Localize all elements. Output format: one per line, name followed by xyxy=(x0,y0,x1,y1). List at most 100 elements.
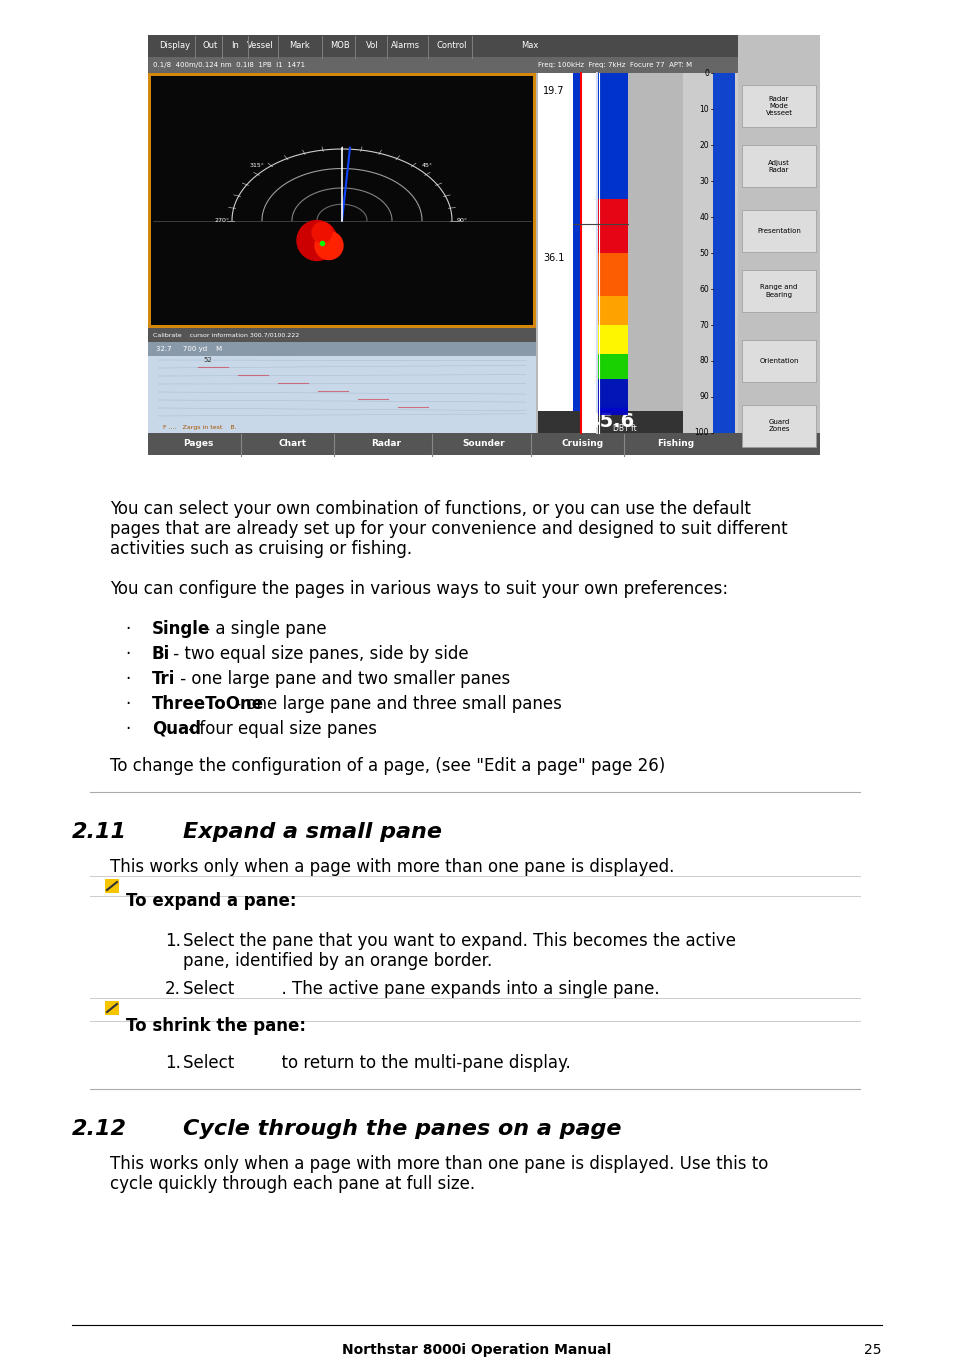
Text: 30: 30 xyxy=(699,177,708,185)
Text: Out: Out xyxy=(202,41,217,50)
Text: 2.11: 2.11 xyxy=(71,823,127,842)
Bar xyxy=(682,74,738,433)
Text: Adjust
Radar: Adjust Radar xyxy=(767,159,789,173)
Bar xyxy=(598,296,627,405)
Bar xyxy=(148,74,536,328)
Bar xyxy=(580,74,596,433)
Text: You can select your own combination of functions, or you can use the default: You can select your own combination of f… xyxy=(110,500,750,518)
FancyBboxPatch shape xyxy=(741,210,815,252)
FancyBboxPatch shape xyxy=(741,340,815,381)
Text: Tri: Tri xyxy=(152,670,175,688)
Text: To change the configuration of a page, (see "Edit a page" page 26): To change the configuration of a page, (… xyxy=(110,757,664,775)
Bar xyxy=(598,379,627,415)
Text: Bi: Bi xyxy=(152,646,170,663)
Text: pages that are already set up for your convenience and designed to suit differen: pages that are already set up for your c… xyxy=(110,520,787,538)
Text: Vol: Vol xyxy=(365,41,378,50)
Bar xyxy=(148,57,820,74)
Bar xyxy=(537,74,627,433)
Text: 19.7: 19.7 xyxy=(542,86,564,95)
Text: 60: 60 xyxy=(699,285,708,293)
Text: 45.6: 45.6 xyxy=(585,413,634,432)
Text: Cycle through the panes on a page: Cycle through the panes on a page xyxy=(183,1120,620,1139)
Text: pane, identified by an orange border.: pane, identified by an orange border. xyxy=(183,952,492,970)
FancyBboxPatch shape xyxy=(105,1001,119,1015)
Text: 70: 70 xyxy=(699,320,708,330)
Text: 80: 80 xyxy=(699,357,708,365)
FancyBboxPatch shape xyxy=(741,405,815,447)
Text: F ....   Zargs in test    B.: F .... Zargs in test B. xyxy=(163,425,236,430)
Text: To expand a pane:: To expand a pane: xyxy=(126,892,296,910)
Circle shape xyxy=(296,221,336,260)
Text: 0.1/8  400m/0.124 nm  0.1I8  1PB  I1  1471: 0.1/8 400m/0.124 nm 0.1I8 1PB I1 1471 xyxy=(152,63,305,68)
Text: 90°: 90° xyxy=(456,218,467,223)
Text: ThreeToOne: ThreeToOne xyxy=(152,695,264,712)
Bar xyxy=(598,253,627,405)
Bar xyxy=(537,411,682,433)
Text: Range and
Bearing: Range and Bearing xyxy=(760,285,797,297)
Text: Radar
Mode
Vesseet: Radar Mode Vesseet xyxy=(764,95,792,116)
Text: - four equal size panes: - four equal size panes xyxy=(183,720,376,738)
Text: - a single pane: - a single pane xyxy=(198,620,326,637)
Text: Alarms: Alarms xyxy=(391,41,420,50)
Text: - one large pane and three small panes: - one large pane and three small panes xyxy=(230,695,561,712)
Text: Radar: Radar xyxy=(371,440,400,448)
Circle shape xyxy=(314,232,343,260)
Text: Control: Control xyxy=(436,41,467,50)
Text: Cruising: Cruising xyxy=(561,440,603,448)
Text: 2.12: 2.12 xyxy=(71,1120,127,1139)
Text: 36.1: 36.1 xyxy=(542,253,564,263)
Text: activities such as cruising or fishing.: activities such as cruising or fishing. xyxy=(110,539,412,558)
Bar xyxy=(573,74,627,433)
Text: 1.: 1. xyxy=(165,1054,181,1072)
Bar xyxy=(148,342,536,433)
Text: 10: 10 xyxy=(699,105,708,113)
Bar xyxy=(151,76,533,326)
Text: Guard
Zones: Guard Zones xyxy=(767,419,789,433)
Text: Calibrate    cursor information 300.7/0100.222: Calibrate cursor information 300.7/0100.… xyxy=(152,332,299,338)
Text: Single: Single xyxy=(152,620,210,637)
Text: Max: Max xyxy=(520,41,538,50)
Text: cycle quickly through each pane at full size.: cycle quickly through each pane at full … xyxy=(110,1175,475,1193)
Bar xyxy=(598,354,627,407)
Text: 0: 0 xyxy=(703,68,708,78)
Text: Chart: Chart xyxy=(278,440,307,448)
Text: Quad: Quad xyxy=(152,720,201,738)
Text: 315°: 315° xyxy=(250,163,264,168)
Text: 1.: 1. xyxy=(165,932,181,951)
Text: Mark: Mark xyxy=(290,41,310,50)
Text: Northstar 8000i Operation Manual: Northstar 8000i Operation Manual xyxy=(342,1343,611,1357)
Bar xyxy=(598,326,627,405)
Text: 100: 100 xyxy=(694,429,708,437)
Text: 40: 40 xyxy=(699,212,708,222)
Text: 2.: 2. xyxy=(165,981,181,998)
Text: 50: 50 xyxy=(699,248,708,257)
Bar xyxy=(148,342,536,355)
Text: This works only when a page with more than one pane is displayed. Use this to: This works only when a page with more th… xyxy=(110,1155,767,1173)
Text: 45°: 45° xyxy=(421,163,432,168)
Bar xyxy=(712,74,734,433)
Bar xyxy=(148,35,820,57)
Text: Select         to return to the multi-pane display.: Select to return to the multi-pane displ… xyxy=(183,1054,570,1072)
Text: 25: 25 xyxy=(863,1343,882,1357)
Text: - one large pane and two smaller panes: - one large pane and two smaller panes xyxy=(175,670,510,688)
Text: This works only when a page with more than one pane is displayed.: This works only when a page with more th… xyxy=(110,858,674,876)
Text: Select         . The active pane expands into a single pane.: Select . The active pane expands into a … xyxy=(183,981,659,998)
Text: To shrink the pane:: To shrink the pane: xyxy=(126,1017,306,1035)
Text: You can configure the pages in various ways to suit your own preferences:: You can configure the pages in various w… xyxy=(110,580,727,598)
Text: Freq: 100kHz  Freq: 7kHz  Focure 77  APT: M: Freq: 100kHz Freq: 7kHz Focure 77 APT: M xyxy=(537,63,691,68)
Text: Sounder: Sounder xyxy=(462,440,505,448)
Text: Pages: Pages xyxy=(183,440,213,448)
Text: Select the pane that you want to expand. This becomes the active: Select the pane that you want to expand.… xyxy=(183,932,735,951)
Text: ·: · xyxy=(125,720,131,738)
Text: ·: · xyxy=(125,646,131,663)
Text: Orientation: Orientation xyxy=(759,358,798,364)
Text: In: In xyxy=(231,41,238,50)
Text: 52: 52 xyxy=(203,357,212,364)
Text: Presentation: Presentation xyxy=(757,227,801,234)
Text: 270°: 270° xyxy=(214,218,230,223)
Text: Fishing: Fishing xyxy=(657,440,694,448)
Text: MOB: MOB xyxy=(330,41,350,50)
Circle shape xyxy=(312,222,332,242)
FancyBboxPatch shape xyxy=(741,84,815,127)
Text: 20: 20 xyxy=(699,140,708,150)
